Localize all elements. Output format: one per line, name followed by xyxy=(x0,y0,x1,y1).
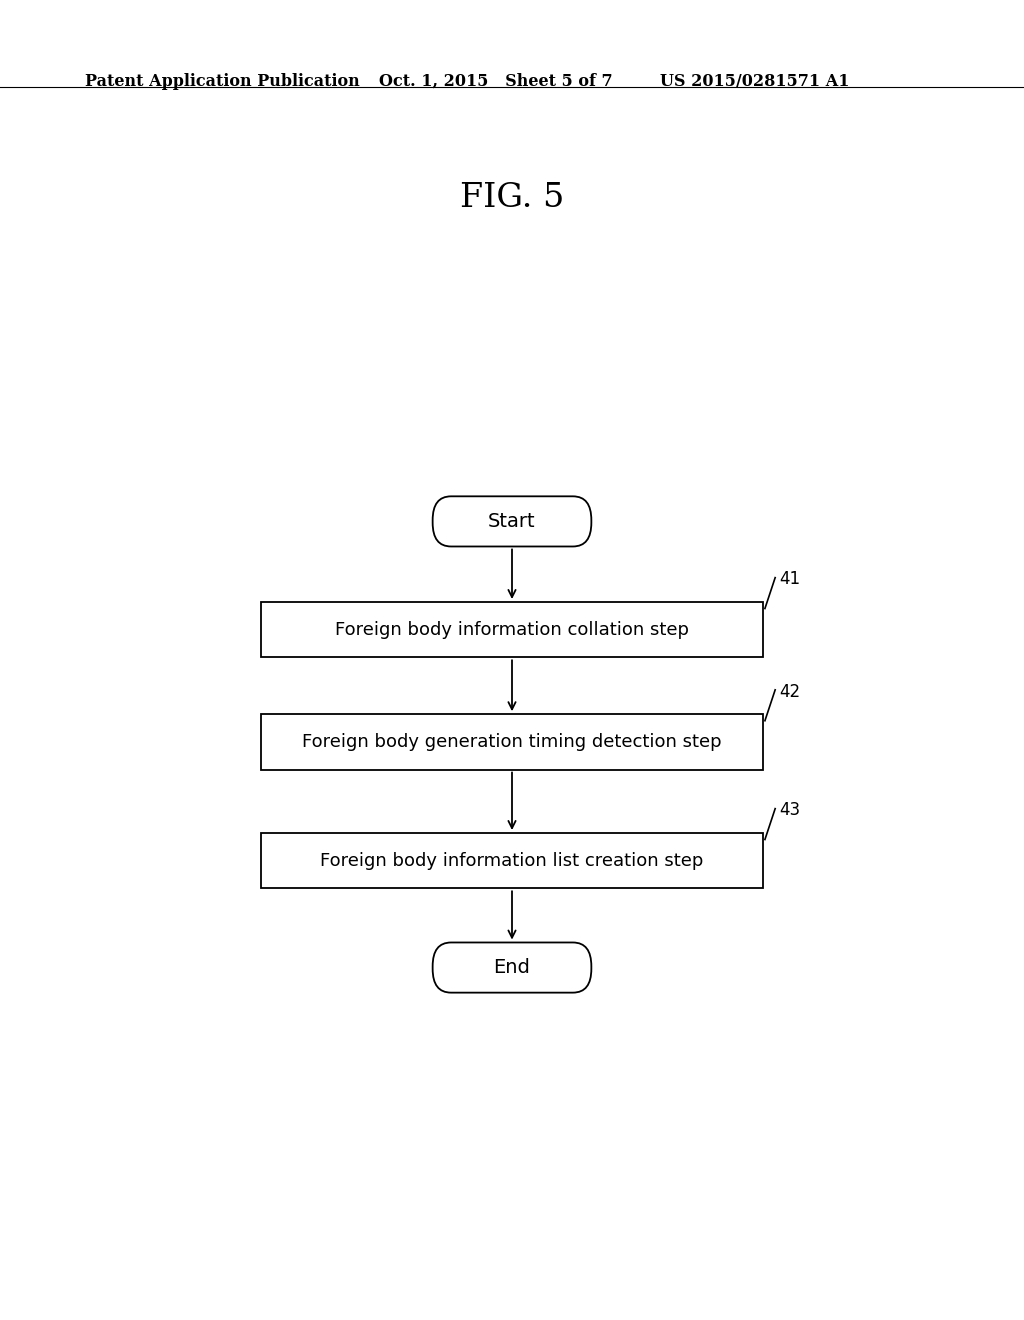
Text: Foreign body generation timing detection step: Foreign body generation timing detection… xyxy=(302,733,722,751)
FancyBboxPatch shape xyxy=(432,942,592,993)
Text: FIG. 5: FIG. 5 xyxy=(460,182,564,214)
Text: 43: 43 xyxy=(779,801,801,820)
Bar xyxy=(261,714,763,770)
Text: US 2015/0281571 A1: US 2015/0281571 A1 xyxy=(660,73,850,90)
Text: Foreign body information collation step: Foreign body information collation step xyxy=(335,620,689,639)
Text: Foreign body information list creation step: Foreign body information list creation s… xyxy=(321,851,703,870)
FancyBboxPatch shape xyxy=(432,496,592,546)
Bar xyxy=(261,602,763,657)
Text: 42: 42 xyxy=(779,682,801,701)
Text: Oct. 1, 2015   Sheet 5 of 7: Oct. 1, 2015 Sheet 5 of 7 xyxy=(379,73,612,90)
Text: Patent Application Publication: Patent Application Publication xyxy=(85,73,359,90)
Text: End: End xyxy=(494,958,530,977)
Text: 41: 41 xyxy=(779,570,801,589)
Bar xyxy=(261,833,763,888)
Text: Start: Start xyxy=(488,512,536,531)
